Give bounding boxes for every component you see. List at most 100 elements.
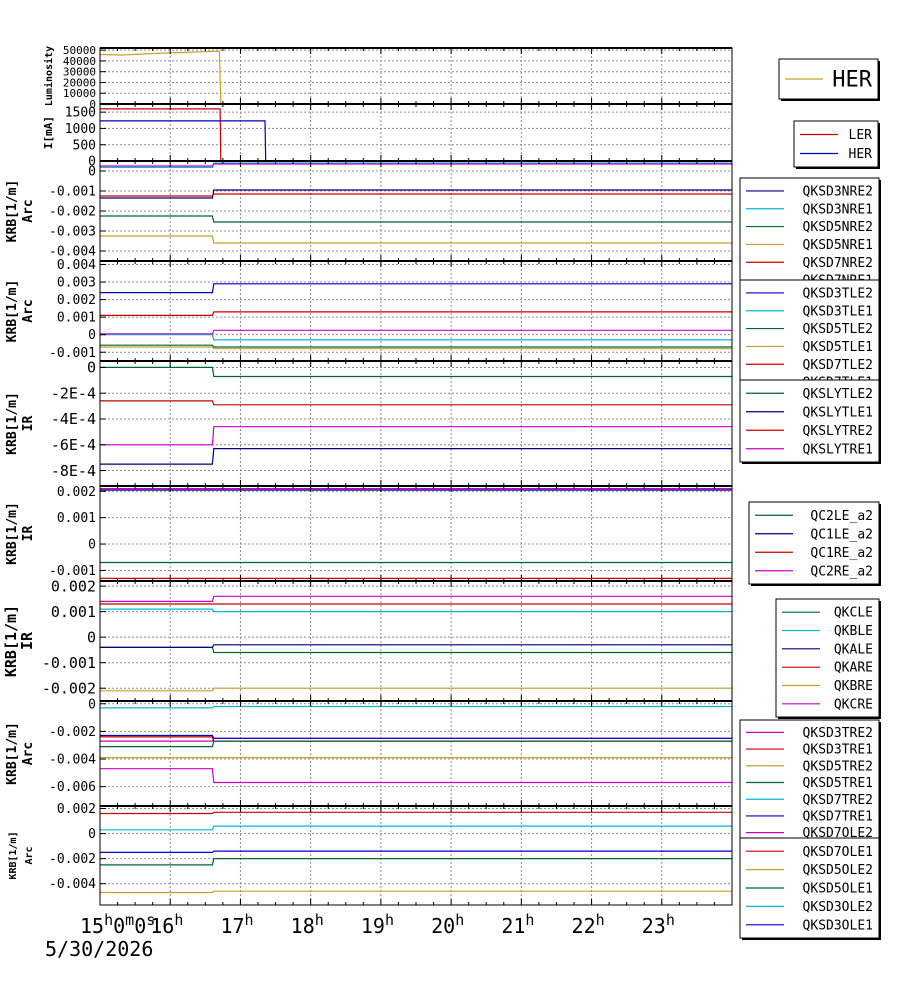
legend-label: QC1RE_a2 xyxy=(810,546,873,561)
y-tick-label: -0.002 xyxy=(49,852,96,867)
plots: 01000020000300004000050000Luminosity0500… xyxy=(2,44,733,906)
y-axis-label: KRB[1/m] xyxy=(5,392,20,455)
series-QKBLE xyxy=(100,608,732,613)
legend-label: QKSD7TRE2 xyxy=(803,793,873,808)
legend-5: QKSLYTLE2 QKSLYTLE1 QKSLYTRE2 QKSLYTRE1 xyxy=(739,379,881,464)
legend-box xyxy=(739,177,880,294)
series-QKSD7TRE2 xyxy=(100,705,732,709)
plot-area xyxy=(100,361,732,486)
y-axis-label: KRB[1/m] xyxy=(5,280,20,343)
y-tick-label: 50000 xyxy=(63,44,96,57)
y-tick-label: -0.001 xyxy=(42,654,96,672)
y-tick-label: -0.002 xyxy=(49,205,96,220)
legend-label: QKSD3OLE2 xyxy=(803,900,873,915)
legend-label: QKSD7OLE2 xyxy=(803,826,873,841)
legend-label: QKSD7NRE2 xyxy=(803,256,873,271)
y-axis-label: Luminosity xyxy=(43,46,55,106)
series-QKSD5OLE2 xyxy=(100,890,732,894)
y-tick-label: 0 xyxy=(87,628,96,646)
legend-label: HER xyxy=(849,147,873,162)
legend-label: QKSD5NRE1 xyxy=(803,238,873,253)
legend-4: QKSD3TLE2 QKSD3TLE1 QKSD5TLE2 QKSD5TLE1 QKSD… xyxy=(739,279,881,397)
y-axis-label: Arc xyxy=(21,199,36,222)
y-tick-label: -0.002 xyxy=(49,725,96,740)
legend-label: QKSD3NRE1 xyxy=(803,202,873,217)
y-tick-label: -4E-4 xyxy=(51,410,96,428)
legend-label: QC1LE_a2 xyxy=(810,527,873,542)
y-tick-label: 0.002 xyxy=(57,802,96,817)
legend-label: QKSD5NRE2 xyxy=(803,220,873,235)
series-QKALE xyxy=(100,644,732,649)
legend-label: QKSD5OLE1 xyxy=(803,882,873,897)
series-QKSD5TLE2 xyxy=(100,344,732,348)
x-tick-label: 20h xyxy=(431,911,464,938)
y-axis-label: I[mA] xyxy=(42,116,55,149)
panel-9: 0.002 0 -0.002 -0.004 KRB[1/m] Arc xyxy=(8,802,733,906)
y-axis-label: IR xyxy=(21,526,36,542)
y-axis-label: KRB[1/m] xyxy=(5,180,20,243)
legend-9: QKSD7OLE1 QKSD5OLE2 QKSD5OLE1 QKSD3OLE2 QKSD… xyxy=(739,837,881,940)
y-axis-label: KRB[1/m] xyxy=(8,831,19,879)
y-axis-label: KRB[1/m] xyxy=(5,722,20,785)
x-tick-label: 21h xyxy=(501,911,534,938)
legend-box xyxy=(775,598,880,718)
x-tick-label: 17h xyxy=(220,911,253,938)
y-tick-label: -8E-4 xyxy=(51,462,96,480)
y-tick-label: 0 xyxy=(88,697,96,712)
series-QKSD7OLE1 xyxy=(100,811,732,815)
y-tick-label: -2E-4 xyxy=(51,384,96,402)
series-QKSD3OLE2 xyxy=(100,825,732,831)
series-QKSLYTRE1 xyxy=(100,426,732,446)
y-tick-label: -6E-4 xyxy=(51,436,96,454)
series-QKSD7TLE2 xyxy=(100,311,732,316)
series-QKSLYTLE1 xyxy=(100,448,732,465)
series-QKSD3TLE2 xyxy=(100,283,732,294)
y-tick-label: 0.004 xyxy=(57,258,96,273)
legend-label: QKALE xyxy=(834,642,873,657)
panel-7: -0.002 -0.001 0 0.001 0.002 KRB[1/m]IR xyxy=(2,577,733,702)
y-tick-label: 500 xyxy=(73,138,96,153)
legend-box xyxy=(793,120,879,168)
legend-box xyxy=(739,279,880,396)
y-tick-label: 0.002 xyxy=(57,293,96,308)
legend-label: QKSD3TRE1 xyxy=(803,743,873,758)
series-QKSD3OLE1 xyxy=(100,850,732,854)
series-QKSD5NRE2 xyxy=(100,215,732,223)
y-tick-label: 0.002 xyxy=(57,485,96,500)
x-tick-label: 23h xyxy=(642,911,675,938)
y-tick-label: 0.001 xyxy=(57,311,96,326)
x-tick-label: 19h xyxy=(361,911,394,938)
legend-label: QKSD3TRE2 xyxy=(803,726,873,741)
y-tick-label: 0 xyxy=(88,165,96,180)
legend-6: QC2LE_a2 QC1LE_a2 QC1RE_a2 QC2RE_a2 xyxy=(748,501,881,586)
y-tick-label: 0 xyxy=(88,328,96,343)
y-tick-label: 0 xyxy=(89,98,96,111)
legend-label: QKSD7TLE2 xyxy=(803,358,873,373)
y-tick-label: 30000 xyxy=(63,66,96,79)
legend-label: QKSD7TRE1 xyxy=(803,809,873,824)
y-tick-label: 20000 xyxy=(63,76,96,89)
legend-label: QKSD5TRE1 xyxy=(803,776,873,791)
legend-7: QKCLE QKBLE QKALE QKARE QKBRE QKCRE xyxy=(775,598,881,719)
legend-label: LER xyxy=(849,128,873,143)
series-QKBRE xyxy=(100,687,732,692)
legend-label: QKSLYTRE1 xyxy=(803,442,873,457)
legend-2: LER HER xyxy=(793,120,880,169)
legend-label: QKSD3TLE2 xyxy=(803,286,873,301)
legend-label: QKCLE xyxy=(834,606,873,621)
legend-label: QKSD3TLE1 xyxy=(803,304,873,319)
y-axis-label: Arc xyxy=(21,742,36,765)
legend-label: QKCRE xyxy=(834,697,873,712)
y-tick-label: -0.001 xyxy=(49,564,96,579)
x-tick-label: 16h xyxy=(150,911,183,938)
y-tick-label: 0.003 xyxy=(57,276,96,291)
y-tick-label: 0 xyxy=(87,359,96,377)
y-tick-label: -0.003 xyxy=(49,225,96,240)
y-axis-label: Arc xyxy=(21,299,36,322)
y-tick-label: -0.001 xyxy=(49,185,96,200)
y-tick-label: 0.001 xyxy=(57,511,96,526)
